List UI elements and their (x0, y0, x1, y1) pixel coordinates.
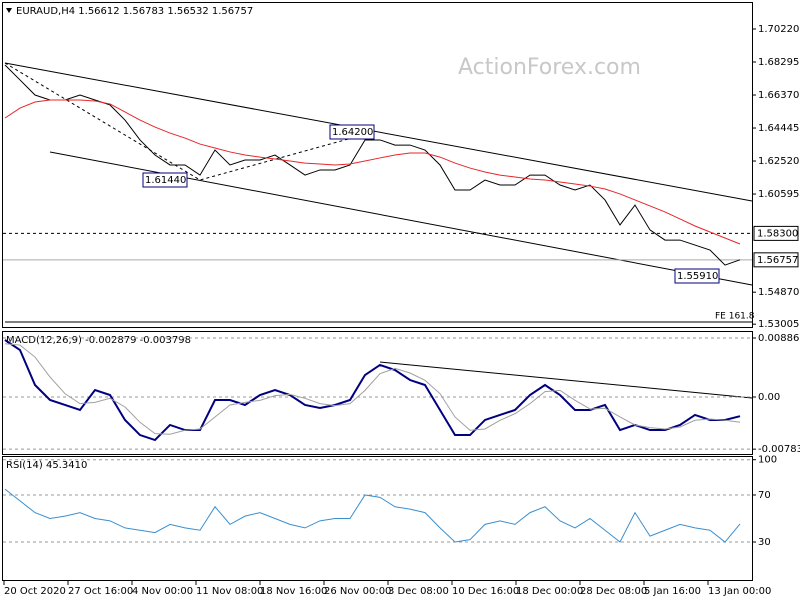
x-tick-label: 27 Oct 16:00 (68, 586, 133, 597)
rsi-panel (2, 456, 753, 581)
annotation: 1.61440 (145, 175, 186, 186)
series-line (4, 339, 741, 442)
series-line (4, 343, 741, 435)
y-tick-label: 1.64445 (758, 123, 799, 134)
annotation: 1.55910 (677, 271, 718, 282)
annotation-box (674, 268, 720, 284)
y-tick-label: 0.00 (758, 392, 780, 403)
level-box (753, 252, 799, 268)
y-tick-label: 30 (758, 537, 771, 548)
y-tick-label: 1.54870 (758, 287, 799, 298)
watermark: ActionForex.com (458, 55, 641, 80)
x-tick-label: 26 Nov 00:00 (324, 586, 391, 597)
x-tick-label: 4 Nov 00:00 (132, 586, 193, 597)
series-line (4, 64, 741, 266)
macd-panel (2, 331, 753, 455)
y-tick-label: 70 (758, 490, 771, 501)
level-box (753, 225, 799, 241)
y-tick-label: 1.66370 (758, 90, 799, 101)
y-tick-label: 1.53005 (758, 319, 799, 330)
x-tick-label: 5 Jan 16:00 (644, 586, 701, 597)
x-tick-label: 18 Nov 16:00 (260, 586, 327, 597)
dropdown-icon (6, 8, 12, 13)
x-tick-label: 20 Oct 2020 (4, 586, 66, 597)
y-tick-label: 1.68295 (758, 57, 799, 68)
y-tick-label: 1.62520 (758, 156, 799, 167)
annotation: 1.64200 (332, 127, 373, 138)
panel-title: EURAUD,H4 1.56612 1.56783 1.56532 1.5675… (16, 6, 253, 17)
x-tick-label: 13 Jan 00:00 (708, 586, 771, 597)
x-tick-label: 3 Dec 08:00 (388, 586, 449, 597)
series-line (4, 99, 741, 245)
panel-title: MACD(12,26,9) -0.002879 -0.003798 (6, 335, 191, 346)
x-tick-label: 11 Nov 08:00 (196, 586, 263, 597)
series-line (4, 488, 741, 543)
y-tick-label: 100 (758, 455, 777, 466)
y-tick-label: 1.70220 (758, 24, 799, 35)
y-tick-label: -0.007834 (758, 444, 800, 455)
x-tick-label: 28 Dec 08:00 (580, 586, 647, 597)
level-label: 1.58300 (757, 228, 798, 239)
x-tick-label: 18 Dec 00:00 (516, 586, 583, 597)
fibo-path (4, 62, 371, 181)
panel-title: RSI(14) 45.3410 (6, 460, 87, 471)
annotation-box (142, 172, 188, 188)
annotation: FE 161.8 (715, 312, 755, 322)
price-panel (2, 2, 753, 328)
annotation-box (329, 124, 375, 140)
channel-upper (4, 62, 753, 202)
y-tick-label: 1.60595 (758, 189, 799, 200)
y-tick-label: 0.00886 (758, 333, 799, 344)
level-label: 1.56757 (757, 255, 798, 266)
macd-trendline (379, 361, 753, 399)
x-tick-label: 10 Dec 16:00 (452, 586, 519, 597)
